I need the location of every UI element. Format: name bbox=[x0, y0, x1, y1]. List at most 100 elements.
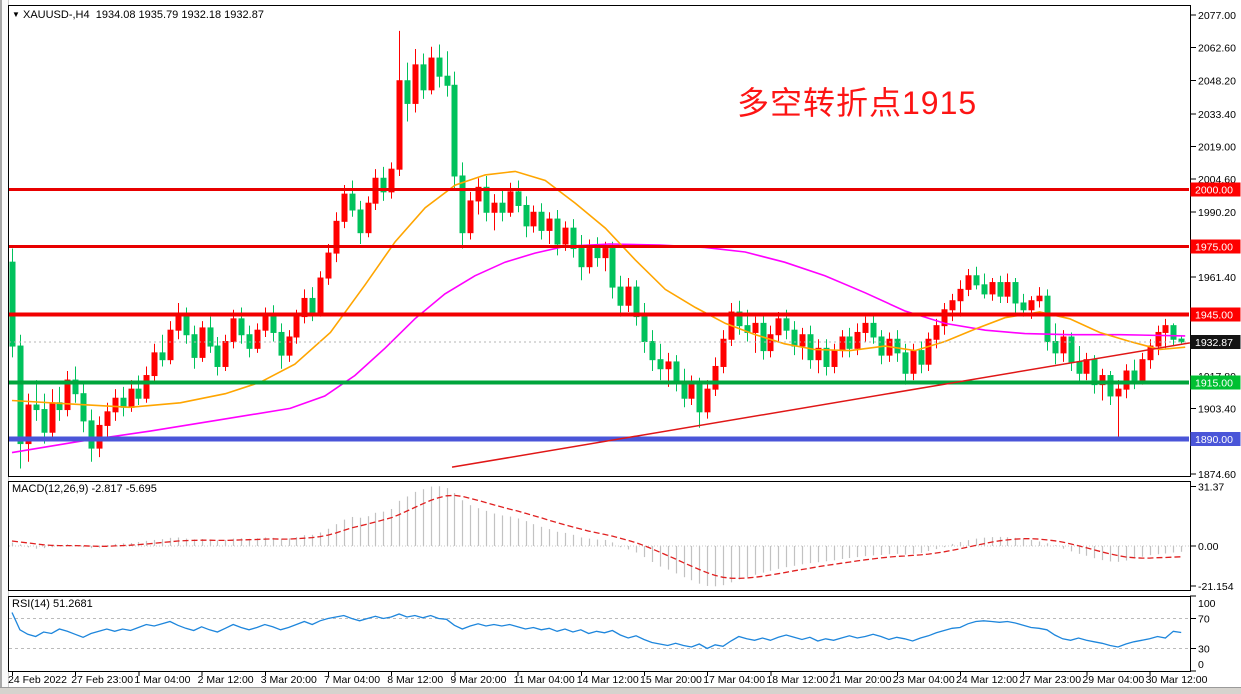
candle-body bbox=[104, 411, 111, 426]
candle-body bbox=[49, 402, 56, 433]
candle-body bbox=[704, 388, 711, 413]
candle-body bbox=[483, 186, 490, 213]
candle-body bbox=[278, 331, 285, 356]
symbol-ohlc-text: XAUUSD-,H4 1934.08 1935.79 1932.18 1932.… bbox=[22, 9, 264, 21]
candle-body bbox=[649, 341, 656, 361]
candle-body bbox=[894, 338, 901, 354]
candle-body bbox=[444, 75, 451, 86]
price-badge-1890.00 bbox=[1190, 432, 1241, 447]
candle-body bbox=[325, 252, 332, 279]
time-label: 29 Mar 04:00 bbox=[1082, 674, 1144, 686]
candle-body bbox=[989, 282, 996, 295]
candle-body bbox=[720, 338, 727, 367]
candle-body bbox=[562, 227, 569, 245]
candle-body bbox=[1115, 388, 1122, 397]
candle-body bbox=[143, 375, 150, 399]
candle-body bbox=[120, 397, 127, 408]
time-label: 7 Mar 04:00 bbox=[324, 674, 380, 686]
candle-body bbox=[530, 211, 537, 227]
candle-body bbox=[475, 186, 482, 202]
candle-body bbox=[515, 191, 522, 206]
candle-body bbox=[112, 397, 119, 413]
candle-body bbox=[523, 204, 530, 227]
price-badge-label: 1915.00 bbox=[1195, 377, 1233, 389]
candle-body bbox=[25, 404, 32, 445]
candle-body bbox=[681, 381, 688, 399]
price-tick-label: 1874.60 bbox=[1198, 469, 1236, 481]
time-label: 2 Mar 12:00 bbox=[198, 674, 254, 686]
window-left-edge bbox=[0, 0, 9, 694]
annotation-text[interactable]: 多空转折点1915 bbox=[737, 85, 978, 121]
candle-body bbox=[799, 334, 806, 347]
candle-body bbox=[317, 277, 324, 313]
rsi-axis-label: 70 bbox=[1198, 614, 1210, 626]
candle-body bbox=[135, 388, 142, 399]
candle-body bbox=[491, 202, 498, 213]
time-label: 1 Mar 04:00 bbox=[134, 674, 190, 686]
price-tick-label: 1903.40 bbox=[1198, 404, 1236, 416]
candle-body bbox=[783, 318, 790, 331]
candle-body bbox=[862, 322, 869, 333]
candle-body bbox=[286, 336, 293, 356]
collapse-icon[interactable]: ▼ bbox=[12, 10, 20, 19]
candle-body bbox=[657, 359, 664, 370]
candle-body bbox=[238, 318, 245, 336]
candle-body bbox=[602, 248, 609, 259]
axis-layer: 2077.002062.602048.202033.402019.002004.… bbox=[8, 10, 1241, 686]
candle-body bbox=[357, 209, 364, 234]
candle-body bbox=[949, 300, 956, 311]
rsi-line bbox=[11, 612, 1182, 650]
candle-body bbox=[570, 227, 577, 250]
candle-body bbox=[128, 388, 135, 408]
candle-body bbox=[823, 347, 830, 367]
time-label: 15 Mar 20:00 bbox=[640, 674, 702, 686]
candle-body bbox=[183, 313, 190, 336]
candle-body bbox=[396, 80, 403, 170]
candle-body bbox=[665, 361, 672, 370]
time-label: 8 Mar 12:00 bbox=[387, 674, 443, 686]
candle-body bbox=[839, 336, 846, 352]
candle-body bbox=[815, 347, 822, 361]
candle-body bbox=[254, 329, 261, 349]
candle-body bbox=[499, 202, 506, 213]
candle-body bbox=[270, 316, 277, 333]
time-label: 17 Mar 04:00 bbox=[703, 674, 765, 686]
candle-body bbox=[175, 313, 182, 331]
candle-body bbox=[538, 211, 545, 231]
ma-fast-line bbox=[11, 170, 1186, 409]
price-badge-label: 1890.00 bbox=[1195, 434, 1233, 446]
symbol-ohlc-line: ▼ XAUUSD-,H4 1934.08 1935.79 1932.18 193… bbox=[12, 9, 264, 21]
indicator-layer bbox=[9, 486, 1189, 650]
price-badge-label: 1932.87 bbox=[1195, 337, 1233, 349]
candle-body bbox=[981, 284, 988, 295]
candle-body bbox=[404, 80, 411, 104]
trendline[interactable] bbox=[451, 342, 1191, 468]
time-label: 23 Mar 04:00 bbox=[893, 674, 955, 686]
macd-axis-label: 0.00 bbox=[1198, 541, 1219, 553]
candle-body bbox=[1083, 359, 1090, 374]
time-label: 27 Mar 23:00 bbox=[1019, 674, 1081, 686]
window-bottom-edge bbox=[0, 687, 1241, 694]
candle-body bbox=[965, 275, 972, 290]
candle-body bbox=[594, 248, 601, 259]
candle-body bbox=[918, 350, 925, 365]
candle-body bbox=[333, 220, 340, 254]
candle-body bbox=[1020, 302, 1027, 311]
price-badge-label: 2000.00 bbox=[1195, 185, 1233, 197]
candle-body bbox=[159, 352, 166, 361]
candle-body bbox=[925, 338, 932, 365]
candle-body bbox=[1044, 295, 1051, 343]
candle-body bbox=[807, 334, 814, 361]
price-badge-1945.00 bbox=[1190, 307, 1241, 322]
candle-body bbox=[41, 409, 48, 433]
candle-body bbox=[973, 275, 980, 286]
macd-panel bbox=[8, 481, 1191, 591]
candle-body bbox=[688, 384, 695, 399]
macd-indicator-label: MACD(12,26,9) -2.817 -5.695 bbox=[12, 483, 157, 495]
candle-body bbox=[262, 316, 269, 331]
candle-body bbox=[752, 322, 759, 333]
candle-body bbox=[451, 84, 458, 177]
candle-body bbox=[230, 318, 237, 343]
